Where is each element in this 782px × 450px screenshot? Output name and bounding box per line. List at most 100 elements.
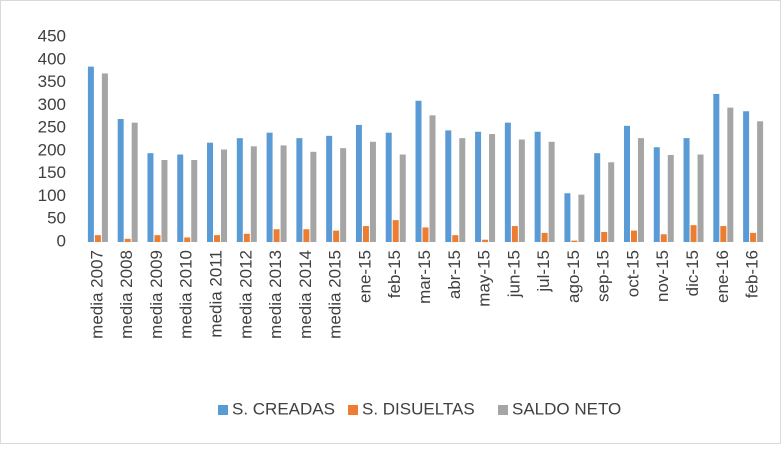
bar	[429, 115, 436, 242]
bar	[660, 234, 667, 242]
bar	[415, 100, 422, 243]
bar	[511, 226, 518, 242]
bar	[489, 134, 496, 242]
bar	[637, 138, 644, 242]
bar	[683, 138, 690, 242]
x-tick-label: feb-15	[385, 250, 404, 298]
bar	[475, 131, 482, 242]
x-tick-label: nov-15	[653, 250, 672, 302]
x-tick-label: dic-15	[683, 250, 702, 296]
bar	[161, 160, 168, 242]
x-tick-label: jul-15	[534, 250, 553, 293]
y-tick-label: 100	[38, 186, 66, 205]
x-tick-label: media 2014	[296, 250, 315, 339]
bar	[124, 238, 131, 242]
bar	[445, 130, 452, 242]
bar	[191, 160, 198, 242]
bar	[623, 125, 630, 242]
bar	[117, 119, 124, 242]
bar	[177, 154, 184, 242]
bar	[392, 220, 399, 242]
bar	[310, 151, 317, 242]
legend-swatch	[498, 405, 508, 415]
bar	[548, 141, 555, 242]
bar	[690, 225, 697, 242]
bar	[571, 240, 578, 242]
bar	[355, 124, 362, 242]
bar	[369, 141, 376, 242]
x-tick-label: ene-15	[355, 250, 374, 303]
bar	[101, 73, 108, 242]
bar	[697, 154, 704, 242]
bar	[243, 233, 250, 242]
y-tick-label: 300	[38, 95, 66, 114]
bar	[459, 138, 466, 242]
x-tick-label: ene-16	[713, 250, 732, 303]
y-tick-label: 150	[38, 163, 66, 182]
bar	[750, 232, 757, 242]
bar	[541, 232, 548, 242]
bar	[184, 237, 191, 242]
legend-swatch	[218, 405, 228, 415]
bar	[482, 239, 489, 242]
bar	[94, 235, 101, 242]
bar	[236, 138, 243, 242]
bar	[608, 162, 615, 242]
y-tick-label: 350	[38, 72, 66, 91]
bar	[594, 153, 601, 242]
bar	[504, 122, 511, 242]
bar	[727, 107, 734, 242]
x-tick-label: media 2012	[236, 250, 255, 339]
x-tick-label: jun-15	[504, 250, 523, 298]
bar	[207, 142, 214, 242]
y-tick-label: 200	[38, 140, 66, 159]
x-tick-label: media 2009	[147, 250, 166, 339]
x-tick-label: media 2010	[177, 250, 196, 339]
x-tick-label: media 2007	[87, 250, 106, 339]
x-tick-label: sep-15	[594, 250, 613, 302]
x-tick-label: feb-16	[743, 250, 762, 298]
bar	[362, 226, 369, 242]
y-tick-label: 50	[47, 209, 66, 228]
bar	[601, 231, 608, 242]
bar	[667, 154, 674, 242]
x-tick-label: abr-15	[445, 250, 464, 299]
bar	[266, 132, 273, 242]
x-tick-label: media 2011	[207, 250, 226, 338]
bar	[385, 132, 392, 242]
bar	[452, 235, 459, 242]
bar	[326, 135, 333, 242]
x-tick-label: media 2008	[117, 250, 136, 339]
bar	[578, 194, 585, 242]
x-tick-label: oct-15	[623, 250, 642, 297]
bar	[296, 138, 303, 242]
bar	[422, 227, 429, 242]
bar	[630, 230, 637, 242]
bar	[273, 229, 280, 242]
x-tick-label: mar-15	[415, 250, 434, 304]
x-tick-label: media 2013	[266, 250, 285, 339]
bar	[131, 122, 138, 242]
bar	[518, 139, 525, 242]
bar	[221, 149, 228, 242]
bar	[743, 111, 750, 242]
legend-swatch	[348, 405, 358, 415]
legend-label: SALDO NETO	[512, 399, 621, 418]
bar	[534, 131, 541, 242]
y-tick-label: 450	[38, 26, 66, 45]
x-tick-label: may-15	[475, 250, 494, 307]
bar	[280, 145, 287, 242]
bar	[303, 229, 310, 242]
bar	[214, 235, 221, 242]
bar	[399, 154, 406, 242]
y-tick-label: 250	[38, 118, 66, 137]
bar	[757, 121, 764, 242]
x-tick-label: media 2015	[326, 250, 345, 339]
bar	[653, 147, 660, 242]
bar	[713, 93, 720, 242]
y-tick-label: 400	[38, 49, 66, 68]
bar	[340, 148, 347, 242]
bar	[250, 146, 257, 242]
bar	[147, 153, 154, 242]
